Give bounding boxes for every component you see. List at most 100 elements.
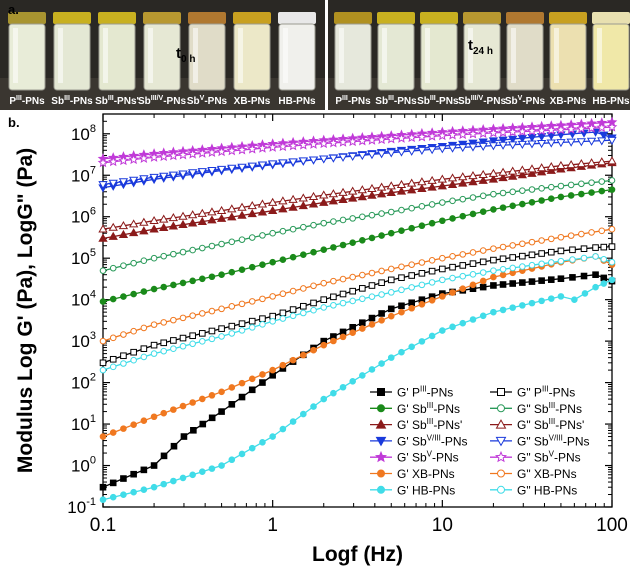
data-point (488, 142, 499, 151)
data-point (598, 178, 606, 185)
data-point (140, 417, 148, 425)
left-vial: SbV-PNs (187, 12, 228, 107)
data-point (257, 199, 268, 208)
data-point (469, 271, 477, 278)
data-point (569, 246, 576, 254)
data-point (178, 219, 188, 228)
data-point (159, 214, 169, 223)
vial-label: SbIII-PNs (375, 95, 417, 107)
data-point (238, 327, 246, 334)
data-point (428, 267, 436, 275)
data-point (130, 470, 137, 478)
data-point (490, 256, 497, 264)
data-point (468, 171, 478, 180)
data-point (396, 148, 407, 157)
data-point (557, 257, 565, 265)
data-point (592, 244, 599, 251)
y-axis: 10-1 100 101 102 103 104 105 106 107 108 (67, 113, 612, 517)
data-point (197, 208, 207, 217)
data-point (479, 283, 487, 291)
series-line (102, 255, 613, 371)
vial-highlight (554, 28, 559, 83)
legend-label: G' SbV/III-PNs (397, 433, 468, 448)
data-point (199, 338, 206, 345)
data-point (330, 337, 337, 345)
data-point (140, 324, 148, 332)
vial-label: XB-PNs (234, 96, 271, 107)
data-point (189, 399, 196, 406)
data-point (567, 232, 575, 239)
data-point (130, 421, 137, 428)
data-point (170, 345, 177, 352)
data-point (547, 235, 555, 243)
data-point (288, 194, 298, 203)
data-point (289, 287, 297, 295)
data-point (387, 305, 395, 313)
data-point (237, 202, 247, 211)
data-point (436, 130, 448, 141)
data-point (338, 194, 348, 204)
plot-frame (102, 113, 613, 508)
data-point (109, 334, 117, 342)
vial-cap (278, 12, 316, 24)
data-point (289, 253, 297, 261)
data-point (368, 293, 376, 300)
data-point (160, 409, 168, 417)
data-point (468, 143, 478, 152)
data-point (277, 141, 289, 152)
data-point (98, 224, 108, 233)
data-point (579, 129, 589, 138)
data-point (375, 450, 387, 463)
right-vial: SbIII-PNs' (417, 12, 461, 107)
data-point (339, 290, 347, 298)
data-point (170, 316, 177, 324)
data-point (257, 207, 268, 216)
data-point (508, 171, 518, 180)
data-point (567, 192, 575, 199)
data-point (428, 201, 436, 208)
data-point (238, 320, 246, 327)
data-point (571, 296, 578, 303)
data-point (528, 238, 536, 246)
data-point (228, 384, 236, 391)
data-point (140, 288, 148, 295)
data-point (490, 273, 497, 281)
data-point (160, 480, 168, 488)
vial-label: HB-PNs (278, 96, 316, 107)
data-point (199, 420, 207, 428)
data-point (498, 136, 508, 145)
y-tick-label: 103 (71, 330, 96, 351)
y-tick-label: 104 (71, 289, 96, 310)
y-tick-label: 10-1 (67, 496, 96, 517)
data-point (328, 196, 339, 205)
data-point (236, 144, 248, 155)
data-point (150, 254, 158, 262)
vial-label: SbIII/V-PNs (458, 95, 506, 107)
data-point (580, 254, 588, 262)
vial-highlight (511, 28, 516, 83)
data-point (160, 452, 168, 460)
data-point (359, 295, 366, 303)
rheology-chart: 0.1 1 10 100 10-1 100 101 102 103 104 105 106 107 108… (14, 113, 628, 566)
series-line (102, 245, 613, 364)
data-point (385, 133, 397, 144)
data-point (320, 246, 328, 254)
data-point (398, 286, 405, 294)
data-point (428, 219, 436, 227)
data-point (349, 378, 356, 385)
y-tick-label: 106 (71, 206, 96, 227)
data-point (469, 260, 477, 267)
data-point (99, 298, 107, 305)
data-point (517, 134, 528, 143)
vial-label: PIII-PNs (335, 95, 371, 107)
data-point (269, 366, 276, 374)
data-point (499, 255, 507, 263)
data-point (387, 312, 395, 320)
data-point (109, 429, 117, 436)
data-point (437, 145, 447, 154)
series (98, 128, 617, 193)
legend-item: G' SbV-PNs (370, 450, 459, 465)
data-point (538, 197, 545, 204)
data-point (357, 192, 367, 201)
vial-cap (8, 12, 46, 24)
